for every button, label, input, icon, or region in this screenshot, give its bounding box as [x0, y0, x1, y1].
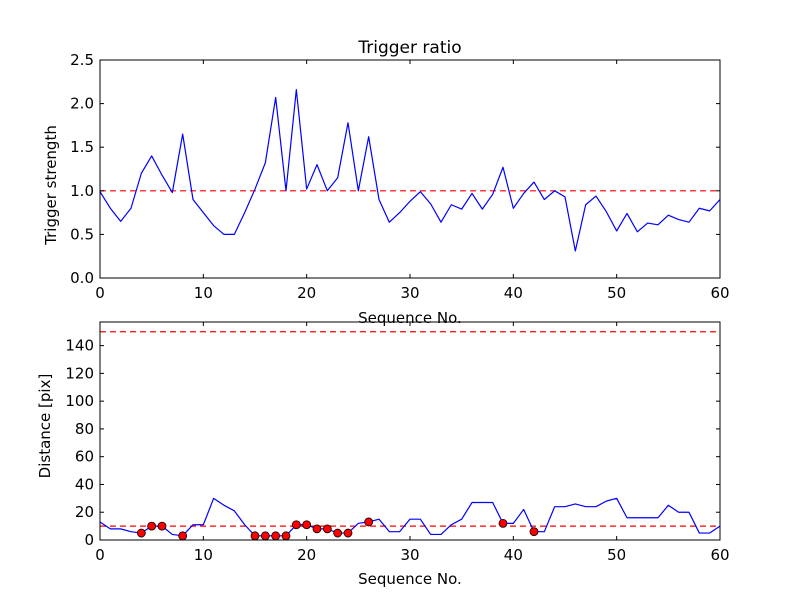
series-line [99, 89, 721, 252]
data-point [302, 520, 312, 530]
data-point [157, 521, 167, 531]
data-point [291, 520, 301, 530]
data-point [322, 524, 332, 534]
x-tick-label: 10 [194, 546, 213, 564]
x-tick-label: 30 [400, 546, 419, 564]
y-tick-label: 2.5 [70, 51, 94, 69]
y-tick-label: 140 [65, 337, 94, 355]
data-point [498, 518, 508, 528]
data-point [529, 527, 539, 537]
plot-layer [99, 89, 721, 252]
x-tick-label: 0 [95, 284, 105, 302]
x-tick-label: 40 [504, 546, 523, 564]
x-tick-label: 20 [297, 546, 316, 564]
data-point [250, 531, 260, 541]
y-tick-label: 100 [65, 392, 94, 410]
tick-layer: 0 10 20 30 40 50 60 0.0 0.5 1.0 1.5 2.0 2.5 [70, 51, 729, 302]
x-tick-label: 10 [194, 284, 213, 302]
x-axis-label: Sequence No. [358, 570, 462, 588]
data-point [136, 528, 146, 538]
chart-title: Trigger ratio [357, 38, 461, 58]
x-tick-label: 50 [607, 284, 626, 302]
y-axis-label: Distance [pix] [36, 374, 54, 479]
y-tick-label: 0 [84, 531, 94, 549]
data-point [271, 531, 281, 541]
y-tick-label: 2.0 [70, 95, 94, 113]
distance-chart: 0 10 20 30 40 50 60 0 20 40 60 80 100 120 140 Sequence… [36, 321, 730, 588]
y-tick-label: 1.0 [70, 182, 94, 200]
x-tick-label: 0 [95, 546, 105, 564]
x-tick-label: 50 [607, 546, 626, 564]
tick-layer: 0 10 20 30 40 50 60 0 20 40 60 80 100 120 140 [65, 322, 730, 564]
data-point [178, 531, 188, 541]
x-tick-label: 60 [710, 284, 729, 302]
x-tick-label: 30 [400, 284, 419, 302]
series-line [99, 497, 721, 537]
y-tick-label: 20 [75, 503, 94, 521]
data-point [343, 528, 353, 538]
data-point [147, 521, 157, 531]
y-tick-label: 80 [75, 420, 94, 438]
data-point [260, 531, 270, 541]
data-point [364, 517, 374, 527]
data-point [312, 524, 322, 534]
y-tick-label: 0.5 [70, 225, 94, 243]
x-tick-label: 60 [710, 546, 729, 564]
y-tick-label: 60 [75, 448, 94, 466]
y-tick-label: 0.0 [70, 269, 94, 287]
trigger-ratio-chart: Trigger ratio 0 10 20 30 40 50 60 0.0 0.5 1.0 1.5 2… [42, 38, 730, 327]
data-point [333, 528, 343, 538]
y-tick-label: 1.5 [70, 138, 94, 156]
y-axis-label: Trigger strength [42, 125, 60, 246]
x-tick-label: 40 [504, 284, 523, 302]
y-tick-label: 40 [75, 475, 94, 493]
data-point [281, 531, 291, 541]
x-tick-label: 20 [297, 284, 316, 302]
y-tick-label: 120 [65, 364, 94, 382]
